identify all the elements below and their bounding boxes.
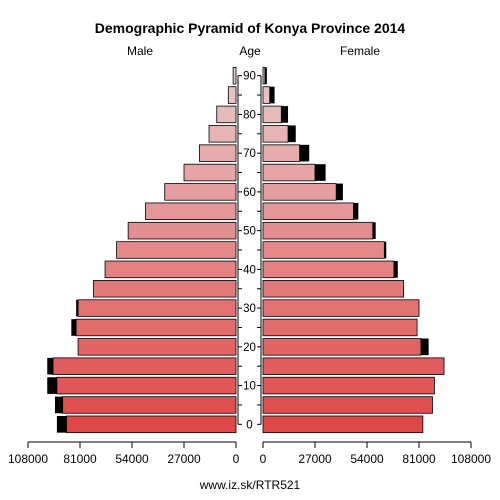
male-bar-45-49 (116, 241, 237, 259)
age-tick-label: 70 (243, 148, 256, 160)
male-bar-35-39 (93, 280, 237, 298)
male-surplus-10-14 (47, 377, 57, 394)
male-x-tick-label: 54000 (115, 452, 149, 466)
female-bar-55-59 (262, 202, 354, 220)
female-x-tick-label: 54000 (350, 452, 384, 466)
female-surplus-20-24 (420, 338, 429, 356)
male-bar-20-24 (77, 338, 237, 356)
female-surplus-50-54 (372, 222, 376, 239)
female-bar-30-34 (262, 299, 420, 317)
male-x-tick-label: 108000 (8, 452, 48, 466)
male-surplus-30-34 (76, 299, 79, 317)
female-surplus-85-89 (269, 86, 275, 104)
age-tick-label: 30 (243, 303, 256, 315)
female-bar-80-84 (262, 105, 282, 124)
male-surplus-25-29 (71, 319, 77, 336)
male-bar-15-19 (52, 357, 237, 375)
male-x-tick-label: 27000 (167, 452, 201, 466)
female-surplus-90+ (264, 67, 267, 85)
male-bar-65-69 (183, 163, 237, 182)
male-x-tick-label: 0 (233, 452, 240, 466)
age-axis: 0 10 20 30 40 50 60 70 80 90 (237, 71, 262, 431)
female-bar-20-24 (262, 338, 422, 356)
male-surplus-15-19 (47, 357, 54, 375)
female-bar-60-64 (262, 183, 337, 201)
female-surplus-45-49 (384, 241, 387, 259)
female-axis (262, 441, 472, 448)
female-bar-10-14 (262, 376, 435, 395)
male-header: Male (127, 44, 153, 58)
age-tick-label: 60 (243, 187, 256, 199)
female-x-tick-label: 0 (260, 452, 267, 466)
male-bar-40-44 (104, 260, 237, 279)
male-bar-0-4 (66, 415, 237, 434)
female-surplus-80-84 (281, 106, 289, 123)
female-bar-35-39 (262, 280, 404, 298)
female-x-tick-label: 27000 (298, 452, 332, 466)
x-tick-labels: 108000 81000 54000 27000 0 0 27000 54000 81000 10… (8, 452, 491, 466)
male-bar-75-79 (208, 125, 237, 143)
age-tick-label: 40 (243, 264, 256, 276)
age-tick-label: 0 (246, 419, 252, 431)
female-bar-75-79 (262, 125, 289, 143)
male-surplus-0-4 (56, 415, 67, 433)
male-bar-55-59 (145, 202, 237, 220)
female-bar-90+ (262, 66, 266, 85)
male-bar-85-89 (227, 86, 237, 104)
male-bar-60-64 (164, 183, 237, 201)
female-bar-5-9 (262, 396, 433, 414)
female-x-tick-label: 108000 (451, 452, 491, 466)
male-bar-90+ (232, 66, 237, 85)
female-bar-15-19 (262, 357, 445, 375)
male-axis (27, 441, 237, 448)
female-bar-70-74 (262, 144, 300, 162)
female-surplus-60-64 (336, 183, 343, 201)
age-tick-label: 90 (243, 71, 256, 83)
female-bars (262, 66, 445, 434)
female-surplus-75-79 (288, 125, 296, 143)
female-bar-25-29 (262, 318, 418, 337)
age-tick-label: 10 (243, 381, 256, 393)
female-bar-0-4 (262, 415, 424, 434)
female-surplus-65-69 (315, 164, 326, 181)
female-bar-40-44 (262, 260, 395, 279)
female-surplus-55-59 (353, 202, 359, 220)
male-x-tick-label: 81000 (63, 452, 97, 466)
age-tick-label: 20 (243, 342, 256, 354)
male-bar-80-84 (216, 105, 237, 124)
male-surplus-5-9 (54, 396, 63, 414)
male-bar-70-74 (199, 144, 237, 162)
male-bar-10-14 (56, 376, 237, 395)
female-bar-45-49 (262, 241, 385, 259)
source-label: www.iz.sk/RTR521 (199, 478, 301, 492)
female-bar-50-54 (262, 221, 374, 240)
female-header: Female (340, 44, 380, 58)
age-tick-label: 50 (243, 226, 256, 238)
male-bar-5-9 (62, 396, 237, 414)
female-bar-85-89 (262, 86, 271, 104)
female-bar-65-69 (262, 163, 316, 182)
age-header: Age (239, 44, 261, 58)
male-bar-30-34 (77, 299, 237, 317)
age-tick-label: 80 (243, 109, 256, 121)
chart-title: Demographic Pyramid of Konya Province 20… (95, 20, 406, 36)
female-x-tick-label: 81000 (402, 452, 436, 466)
female-surplus-40-44 (393, 261, 398, 278)
female-surplus-70-74 (299, 144, 310, 162)
male-bar-25-29 (75, 318, 237, 337)
male-bars (47, 66, 237, 434)
male-bar-50-54 (127, 221, 237, 240)
